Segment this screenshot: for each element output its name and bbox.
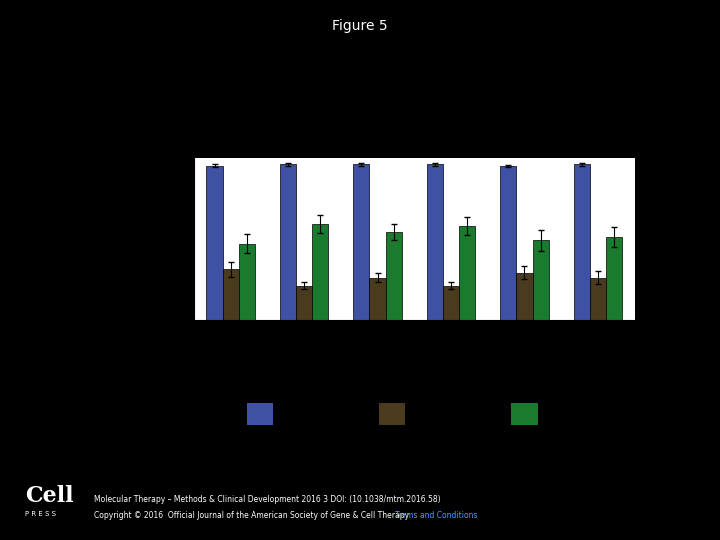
Text: +: + xyxy=(520,376,529,386)
Text: −: − xyxy=(446,360,456,370)
Y-axis label: % CD3⁺/CD4⁺/CD8⁺ T cells: % CD3⁺/CD4⁺/CD8⁺ T cells xyxy=(153,174,163,304)
Text: −: − xyxy=(226,360,235,370)
Bar xyxy=(590,278,606,320)
Text: IL-21: IL-21 xyxy=(196,376,221,386)
Text: −: − xyxy=(593,328,603,338)
Bar xyxy=(459,226,475,320)
Text: +: + xyxy=(373,360,382,370)
Bar xyxy=(354,164,369,320)
Text: +: + xyxy=(300,344,309,354)
Bar xyxy=(606,237,622,320)
Bar xyxy=(427,164,443,320)
Text: Copyright © 2016  Official Journal of the American Society of Gene & Cell Therap: Copyright © 2016 Official Journal of the… xyxy=(94,511,411,520)
Text: +: + xyxy=(520,344,529,354)
Text: IL-15: IL-15 xyxy=(196,360,221,370)
Text: CD8⁺ T cells: CD8⁺ T cells xyxy=(546,409,611,419)
Bar xyxy=(239,244,255,320)
Bar xyxy=(222,269,239,320)
Text: P R E S S: P R E S S xyxy=(25,511,56,517)
Bar xyxy=(369,278,386,320)
Text: Cell: Cell xyxy=(25,485,73,507)
Text: −: − xyxy=(226,344,235,354)
Text: +: + xyxy=(520,328,529,338)
Text: +: + xyxy=(593,376,603,386)
Text: CD4⁺ T cells: CD4⁺ T cells xyxy=(414,409,478,419)
Bar xyxy=(280,164,296,320)
Text: IL-7: IL-7 xyxy=(196,344,215,354)
Bar xyxy=(533,240,549,320)
Text: −: − xyxy=(300,376,309,386)
Text: +: + xyxy=(300,328,309,338)
Text: −: − xyxy=(373,376,382,386)
Text: Terms and Conditions: Terms and Conditions xyxy=(395,511,477,520)
Bar xyxy=(516,273,533,320)
Text: +: + xyxy=(373,344,382,354)
Text: +: + xyxy=(300,360,309,370)
Text: −: − xyxy=(226,376,235,386)
Text: Figure 5: Figure 5 xyxy=(332,19,388,33)
Text: +: + xyxy=(593,344,603,354)
Text: +: + xyxy=(226,328,235,338)
Bar xyxy=(574,164,590,320)
Bar xyxy=(296,286,312,320)
Bar xyxy=(443,286,459,320)
Text: Molecular Therapy – Methods & Clinical Development 2016 3 DOI: (10.1038/mtm.2016: Molecular Therapy – Methods & Clinical D… xyxy=(94,495,440,504)
Bar xyxy=(386,232,402,320)
Text: +: + xyxy=(446,376,456,386)
FancyBboxPatch shape xyxy=(379,403,405,426)
Bar xyxy=(312,224,328,320)
Text: CD3⁺ T cells: CD3⁺ T cells xyxy=(282,409,346,419)
Bar xyxy=(500,166,516,320)
Bar xyxy=(207,166,222,320)
Text: +: + xyxy=(593,360,603,370)
FancyBboxPatch shape xyxy=(247,403,274,426)
Text: −: − xyxy=(373,328,382,338)
Text: IL-2: IL-2 xyxy=(196,328,215,338)
Text: −: − xyxy=(446,344,456,354)
Text: +: + xyxy=(446,328,456,338)
FancyBboxPatch shape xyxy=(511,403,538,426)
Text: +: + xyxy=(520,360,529,370)
